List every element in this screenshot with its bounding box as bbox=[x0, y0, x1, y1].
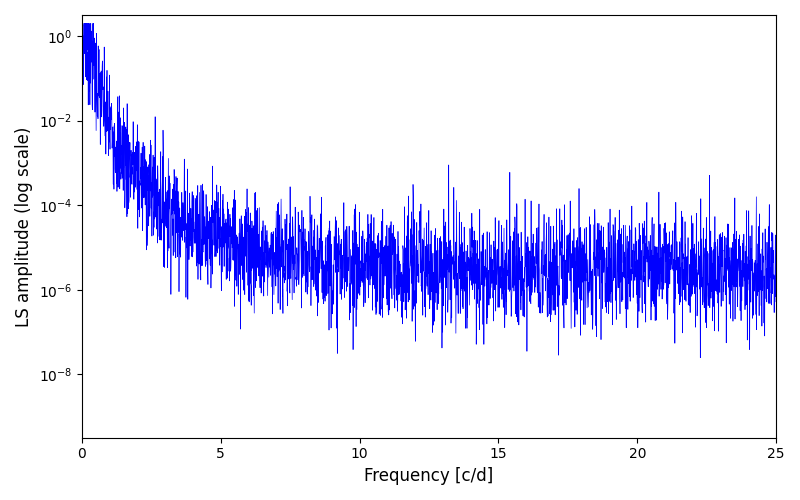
X-axis label: Frequency [c/d]: Frequency [c/d] bbox=[364, 467, 494, 485]
Y-axis label: LS amplitude (log scale): LS amplitude (log scale) bbox=[15, 126, 33, 326]
